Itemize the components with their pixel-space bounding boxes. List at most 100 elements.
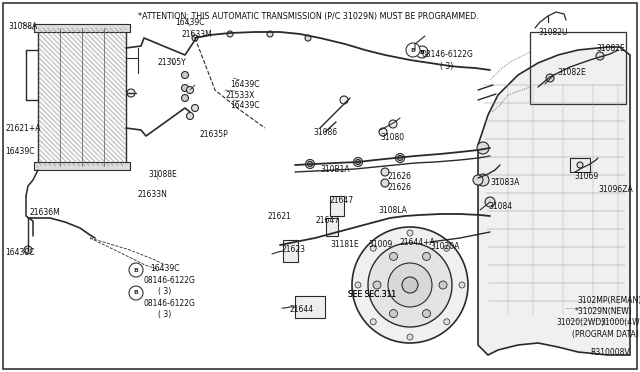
Text: ( 3): ( 3) <box>440 62 453 71</box>
Bar <box>330 196 344 216</box>
Circle shape <box>191 105 198 112</box>
Circle shape <box>397 155 403 160</box>
Text: R310008V: R310008V <box>590 348 630 357</box>
Circle shape <box>416 46 428 58</box>
Circle shape <box>402 277 418 293</box>
Circle shape <box>381 179 389 187</box>
Text: 16439C: 16439C <box>150 264 179 273</box>
Text: 16439C: 16439C <box>5 147 35 156</box>
Bar <box>570 158 590 172</box>
Circle shape <box>368 243 452 327</box>
Circle shape <box>477 142 489 154</box>
Text: 31020A: 31020A <box>430 242 460 251</box>
Circle shape <box>182 71 189 78</box>
Text: B: B <box>134 267 138 273</box>
Circle shape <box>596 52 604 60</box>
Circle shape <box>192 35 198 41</box>
Circle shape <box>577 162 583 168</box>
Circle shape <box>379 128 387 136</box>
Polygon shape <box>478 47 630 355</box>
Circle shape <box>127 89 135 97</box>
Circle shape <box>307 161 312 167</box>
Text: 31082E: 31082E <box>557 68 586 77</box>
Circle shape <box>407 334 413 340</box>
Circle shape <box>186 87 193 93</box>
Text: 21626: 21626 <box>388 172 412 181</box>
Circle shape <box>477 174 489 186</box>
Circle shape <box>305 160 314 169</box>
Text: 16439C: 16439C <box>175 18 205 27</box>
Text: 31083A: 31083A <box>490 178 520 187</box>
Circle shape <box>355 160 360 164</box>
Text: *ATTENTION: THIS AUTOMATIC TRANSMISSION (P/C 31029N) MUST BE PROGRAMMED.: *ATTENTION: THIS AUTOMATIC TRANSMISSION … <box>138 12 479 21</box>
Circle shape <box>390 253 397 260</box>
Circle shape <box>422 310 431 318</box>
Text: 08146-6122G: 08146-6122G <box>144 276 196 285</box>
Bar <box>34 162 130 170</box>
Text: 31088E: 31088E <box>148 170 177 179</box>
Text: 21636M: 21636M <box>30 208 61 217</box>
Text: 21633N: 21633N <box>138 190 168 199</box>
Circle shape <box>444 319 450 325</box>
Text: 21644+A: 21644+A <box>400 238 436 247</box>
Circle shape <box>340 96 348 104</box>
Text: SEE SEC.311: SEE SEC.311 <box>348 290 396 299</box>
Text: 3102MP(REMAN): 3102MP(REMAN) <box>577 296 640 305</box>
Circle shape <box>396 154 404 163</box>
Circle shape <box>459 282 465 288</box>
Text: 21623: 21623 <box>282 245 306 254</box>
Circle shape <box>129 286 143 300</box>
Circle shape <box>352 227 468 343</box>
Circle shape <box>373 281 381 289</box>
Circle shape <box>389 120 397 128</box>
Circle shape <box>388 263 432 307</box>
Text: (PROGRAM DATA): (PROGRAM DATA) <box>572 330 639 339</box>
Text: 3108LA: 3108LA <box>378 206 407 215</box>
Text: SEE SEC.311: SEE SEC.311 <box>348 290 396 299</box>
Text: 31082U: 31082U <box>538 28 568 37</box>
Text: 31086: 31086 <box>313 128 337 137</box>
Text: 16439C: 16439C <box>230 80 259 89</box>
Circle shape <box>444 245 450 251</box>
Circle shape <box>422 253 431 260</box>
Circle shape <box>227 31 233 37</box>
Text: 31181E: 31181E <box>330 240 358 249</box>
Circle shape <box>370 245 376 251</box>
Circle shape <box>546 74 554 82</box>
Circle shape <box>407 230 413 236</box>
Circle shape <box>355 282 361 288</box>
Text: 21644: 21644 <box>290 305 314 314</box>
Text: 31088A: 31088A <box>8 22 37 31</box>
Bar <box>326 218 338 236</box>
Text: 21621: 21621 <box>268 212 292 221</box>
Text: *31029N(NEW): *31029N(NEW) <box>575 307 633 316</box>
Text: 21633M: 21633M <box>182 30 212 39</box>
Text: 21305Y: 21305Y <box>158 58 187 67</box>
Text: 16439C: 16439C <box>230 101 259 110</box>
Circle shape <box>305 35 311 41</box>
Text: B: B <box>411 48 415 52</box>
Text: B: B <box>134 291 138 295</box>
Text: ( 3): ( 3) <box>158 287 172 296</box>
Text: 31069: 31069 <box>574 172 598 181</box>
Text: ( 3): ( 3) <box>158 310 172 319</box>
Text: 31000(4WD): 31000(4WD) <box>600 318 640 327</box>
Text: 16439C: 16439C <box>5 248 35 257</box>
Bar <box>38 28 126 166</box>
Circle shape <box>353 157 362 167</box>
Bar <box>530 32 626 104</box>
Circle shape <box>390 310 397 318</box>
Circle shape <box>473 175 483 185</box>
Circle shape <box>24 246 32 254</box>
Circle shape <box>485 197 495 207</box>
Circle shape <box>186 112 193 119</box>
Text: 31096ZA: 31096ZA <box>598 185 633 194</box>
Text: 21533X: 21533X <box>225 91 254 100</box>
Circle shape <box>267 31 273 37</box>
Text: 31082E: 31082E <box>596 44 625 53</box>
Text: 31020(2WD): 31020(2WD) <box>556 318 604 327</box>
Circle shape <box>381 168 389 176</box>
Text: 21621+A: 21621+A <box>5 124 40 133</box>
Bar <box>283 240 298 262</box>
Text: 21626: 21626 <box>388 183 412 192</box>
